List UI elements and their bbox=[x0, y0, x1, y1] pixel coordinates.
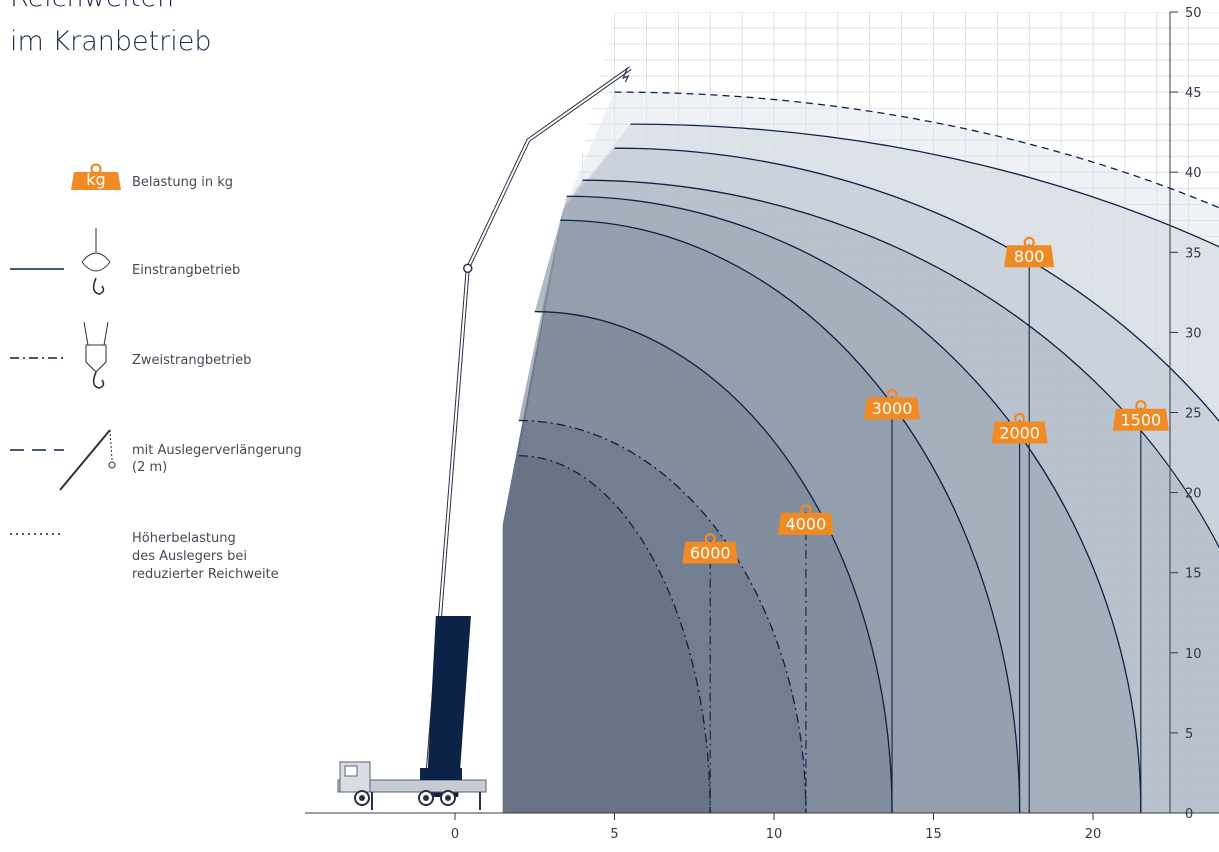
badge-text: 3000 bbox=[872, 399, 913, 418]
crane-boom-inner bbox=[425, 67, 632, 790]
y-tick-label: 35 bbox=[1185, 246, 1202, 261]
badge-text: kg bbox=[86, 170, 105, 189]
badge-text: 2000 bbox=[999, 423, 1040, 442]
chart-title-line1: Reichweiten bbox=[10, 0, 174, 14]
y-tick-label: 30 bbox=[1185, 326, 1202, 341]
y-tick-label: 45 bbox=[1185, 86, 1202, 101]
x-tick-label: 0 bbox=[451, 827, 459, 842]
load-label-1500: 1500 bbox=[1112, 400, 1169, 431]
load-label-4000: 4000 bbox=[777, 504, 834, 535]
y-tick-label: 5 bbox=[1185, 727, 1193, 742]
kg-weight-icon: kg bbox=[71, 163, 121, 190]
badge-body bbox=[1004, 245, 1055, 268]
envelope-lines bbox=[518, 91, 1219, 814]
load-label-2000: 2000 bbox=[991, 412, 1048, 444]
badge-text: 800 bbox=[1014, 247, 1045, 266]
y-tick-label: 10 bbox=[1185, 647, 1202, 662]
y-tick-label: 40 bbox=[1185, 166, 1202, 181]
y-tick-label: 0 bbox=[1185, 807, 1193, 822]
legend-single-line-text: Einstrangbetrieb bbox=[132, 263, 241, 278]
badge-body bbox=[682, 541, 739, 564]
y-tick-label: 20 bbox=[1185, 487, 1202, 502]
x-tick-label: 15 bbox=[925, 827, 942, 842]
legend-extension-text-2: (2 m) bbox=[132, 460, 168, 475]
badge-body bbox=[777, 512, 834, 535]
legend-higher-load-text-1: Höherbelastung bbox=[132, 531, 236, 546]
truck-hub bbox=[359, 795, 365, 801]
crane-turret bbox=[420, 768, 462, 780]
badge-body bbox=[864, 397, 921, 420]
legend-icons: kg bbox=[10, 163, 121, 535]
envelope-curve-2000 bbox=[560, 219, 1021, 814]
y-tick-label: 15 bbox=[1185, 567, 1202, 582]
envelope-curve-3000 bbox=[534, 310, 893, 814]
badge-text: 4000 bbox=[786, 515, 827, 534]
envelope-curve-1000 bbox=[582, 179, 1219, 549]
truck-bed bbox=[337, 779, 487, 793]
load-label-800: 800 bbox=[1004, 236, 1055, 268]
load-labels: 8003000200015001000800400060005004002502… bbox=[682, 236, 1169, 564]
truck-window bbox=[344, 765, 358, 777]
legend-double-line-text: Zweistrangbetrieb bbox=[132, 353, 252, 368]
truck-hub bbox=[423, 795, 429, 801]
boom-tip bbox=[622, 67, 630, 83]
double-hook-icon bbox=[83, 321, 109, 389]
envelope-curve-250 bbox=[614, 91, 1219, 209]
badge-body bbox=[71, 172, 121, 190]
y-tick-label: 25 bbox=[1185, 407, 1202, 422]
envelope-curve-1500 bbox=[566, 195, 1142, 814]
legend-load-text: Belastung in kg bbox=[132, 175, 233, 190]
legend-extension-text-1: mit Auslegerverlängerung bbox=[132, 443, 302, 458]
legend-higher-load-text-3: reduzierter Reichweite bbox=[132, 567, 279, 582]
envelope-fills bbox=[502, 92, 1219, 814]
truck-hub bbox=[445, 795, 451, 801]
single-hook-icon bbox=[81, 228, 111, 295]
x-tick-label: 20 bbox=[1085, 827, 1102, 842]
badge-body bbox=[991, 421, 1048, 444]
chart-title-line2: im Kranbetrieb bbox=[10, 26, 212, 57]
envelope-fill-6000 bbox=[502, 209, 711, 813]
boom-extension-icon bbox=[59, 429, 116, 491]
badge-body bbox=[1112, 408, 1169, 431]
envelope-curve-800 bbox=[614, 147, 1219, 423]
envelope-curve-6000 bbox=[518, 455, 711, 814]
legend-higher-load-text-2: des Auslegers bei bbox=[132, 549, 248, 564]
load-label-6000: 6000 bbox=[682, 533, 739, 564]
badge-text: 6000 bbox=[690, 543, 731, 562]
crane-truck bbox=[337, 66, 632, 810]
crane-boom-base bbox=[426, 615, 471, 797]
envelope-curve-4000 bbox=[518, 419, 807, 814]
boom-joint bbox=[463, 263, 473, 274]
envelope-curve-250 bbox=[630, 123, 1219, 248]
y-tick-label: 50 bbox=[1185, 6, 1202, 21]
badge-text: 1500 bbox=[1120, 410, 1161, 429]
x-tick-label: 10 bbox=[766, 827, 783, 842]
load-label-3000: 3000 bbox=[864, 388, 921, 420]
x-tick-label: 5 bbox=[610, 827, 618, 842]
